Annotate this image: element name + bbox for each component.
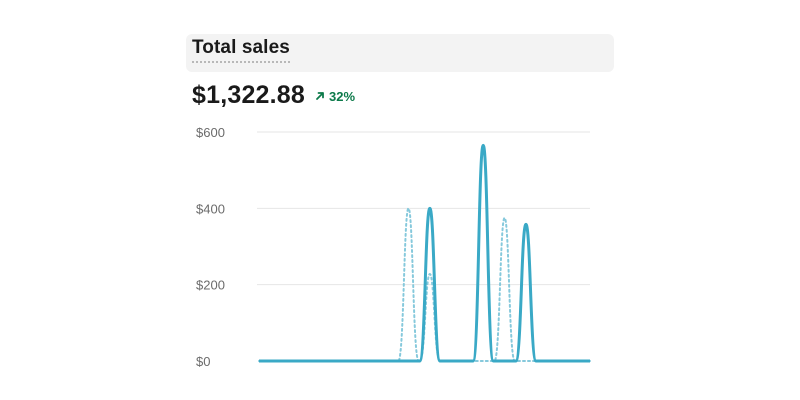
comparison-series-line <box>258 207 591 362</box>
y-tick-label: $600 <box>196 125 225 140</box>
card-header: Total sales <box>186 34 614 72</box>
sales-chart: $0 $200 $400 $600 <box>186 122 614 372</box>
y-tick-label: $200 <box>196 278 225 293</box>
total-sales-card: Total sales $1,322.88 32% $0 $200 $400 $600 <box>186 34 614 374</box>
primary-series-line <box>259 143 590 363</box>
total-sales-value: $1,322.88 <box>192 80 306 109</box>
change-badge: 32% <box>315 89 355 104</box>
sales-chart-svg: $0 $200 $400 $600 <box>196 125 591 369</box>
y-tick-label: $400 <box>196 201 225 216</box>
metric-row: $1,322.88 32% <box>192 78 355 112</box>
arrow-up-right-icon <box>316 92 324 100</box>
change-percent: 32% <box>329 88 356 104</box>
y-tick-label: $0 <box>196 354 210 369</box>
card-title[interactable]: Total sales <box>192 36 290 63</box>
